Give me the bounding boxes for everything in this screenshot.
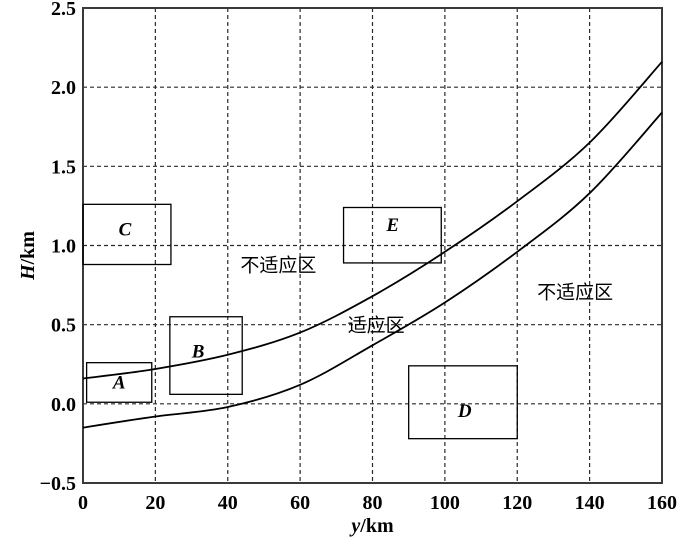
y-tick-label: 0.0 — [51, 394, 76, 416]
region-box-E — [342, 206, 442, 264]
x-axis-label: y/km — [349, 515, 394, 537]
x-tick-label: 0 — [78, 492, 88, 514]
region-label-A: A — [112, 372, 126, 393]
x-tick-label: 80 — [363, 492, 383, 514]
tick-labels-layer: 0 20 40 60 80 100 120 140 160 2.5 2.0 1.5 1.0 0.5 0.0 −… — [40, 0, 677, 514]
region-boxes-layer: A B C D E — [82, 203, 518, 440]
non-adaptation-zone-right: 不适应区 — [537, 281, 613, 303]
region-label-B: B — [191, 342, 205, 363]
y-tick-label: 1.5 — [51, 156, 76, 178]
curves-layer — [82, 61, 663, 429]
region-label-D: D — [457, 401, 472, 422]
lower-boundary-curve — [82, 111, 663, 429]
upper-boundary-curve — [82, 61, 663, 380]
y-tick-label: 2.0 — [51, 77, 76, 99]
y-tick-label: 2.5 — [51, 0, 76, 20]
y-tick-label: 0.5 — [51, 315, 76, 337]
grid-layer — [83, 8, 662, 483]
non-adaptation-zone-left: 不适应区 — [240, 255, 316, 277]
x-tick-label: 20 — [145, 492, 165, 514]
region-box-C — [82, 203, 172, 266]
x-tick-label: 40 — [218, 492, 238, 514]
region-box-B — [169, 316, 243, 395]
x-tick-label: 120 — [502, 492, 532, 514]
region-label-C: C — [119, 220, 132, 241]
y-tick-label: 1.0 — [51, 236, 76, 258]
y-tick-label: −0.5 — [40, 473, 76, 495]
y-axis-label: H/km — [17, 231, 39, 281]
x-tick-label: 160 — [647, 492, 677, 514]
x-tick-label: 60 — [290, 492, 310, 514]
x-tick-label: 100 — [430, 492, 460, 514]
adaptation-zone: 适应区 — [348, 315, 405, 337]
region-box-A — [85, 362, 153, 403]
region-box-D — [408, 365, 518, 440]
x-tick-label: 140 — [575, 492, 605, 514]
region-label-E: E — [385, 215, 399, 236]
